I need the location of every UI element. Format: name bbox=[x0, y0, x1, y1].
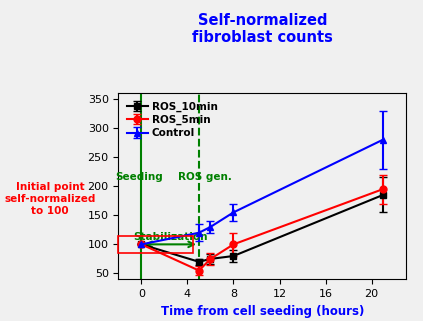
Legend: ROS_10min, ROS_5min, Control: ROS_10min, ROS_5min, Control bbox=[124, 98, 221, 141]
Text: Self-normalized
fibroblast counts: Self-normalized fibroblast counts bbox=[192, 13, 333, 45]
Text: Seeding: Seeding bbox=[115, 172, 163, 182]
Text: ROS gen.: ROS gen. bbox=[178, 172, 232, 182]
Text: Initial point
self-normalized
to 100: Initial point self-normalized to 100 bbox=[4, 182, 96, 216]
Text: Stabilization: Stabilization bbox=[133, 232, 207, 242]
X-axis label: Time from cell seeding (hours): Time from cell seeding (hours) bbox=[161, 305, 364, 317]
